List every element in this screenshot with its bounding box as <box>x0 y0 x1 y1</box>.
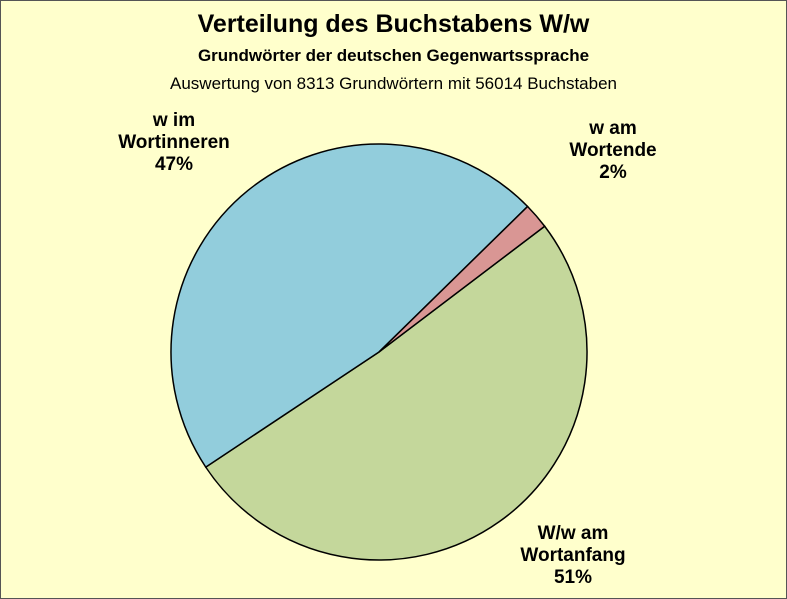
label-percent: 2% <box>599 162 627 183</box>
slice-label-wortanfang: W/w am Wortanfang 51% <box>483 523 663 589</box>
chart-title: Verteilung des Buchstabens W/w <box>197 10 590 38</box>
label-percent: 47% <box>154 154 194 175</box>
label-line: w im <box>152 110 196 131</box>
label-percent: 51% <box>553 567 593 588</box>
label-line: w am <box>589 118 637 139</box>
chart-subtitle: Grundwörter der deutschen Gegenwartsspra… <box>197 46 590 65</box>
slice-label-wortende: w am Wortende 2% <box>523 118 703 184</box>
label-line: Wortanfang <box>520 545 626 566</box>
pie-slice-2 <box>378 205 546 353</box>
pie-slice-1 <box>170 143 529 469</box>
label-line: W/w am <box>537 523 609 544</box>
pie-slice-0 <box>204 225 588 561</box>
slice-label-wortinneren: w im Wortinneren 47% <box>84 110 264 176</box>
chart-subtitle-2: Auswertung von 8313 Grundwörtern mit 560… <box>170 74 617 93</box>
label-line: Wortende <box>569 140 657 161</box>
label-line: Wortinneren <box>118 132 230 153</box>
